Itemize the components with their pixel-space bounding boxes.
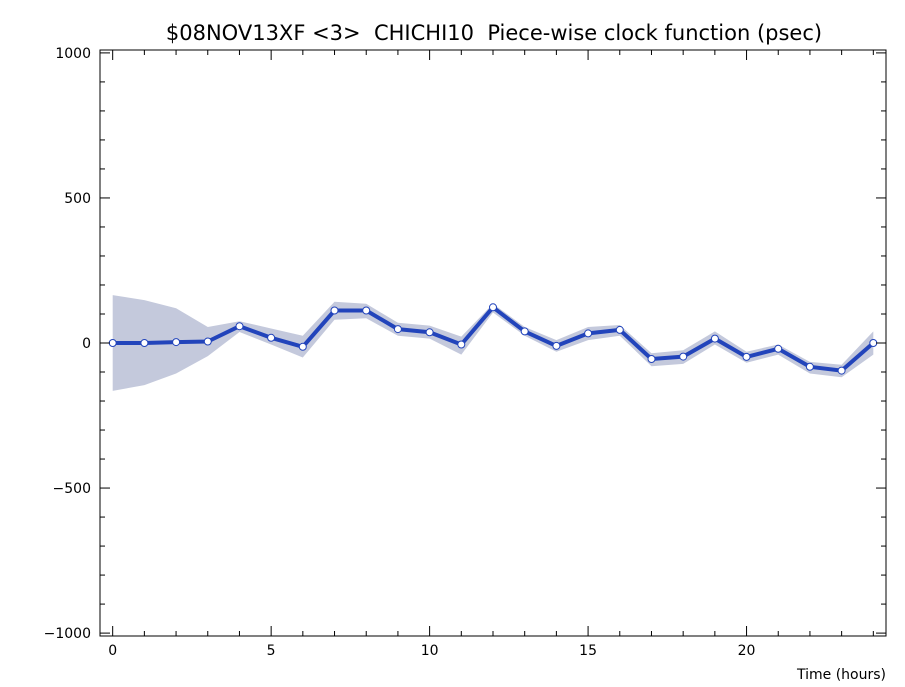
data-point xyxy=(615,325,624,334)
data-point xyxy=(172,338,181,347)
data-point xyxy=(108,339,117,347)
data-point xyxy=(584,329,593,338)
x-tick-label: 0 xyxy=(108,643,117,659)
y-tick-label: 0 xyxy=(82,336,91,352)
y-tick-label: 500 xyxy=(64,191,91,207)
data-point xyxy=(520,327,529,336)
y-tick-label: −1000 xyxy=(44,626,91,642)
data-point xyxy=(552,341,561,350)
data-point xyxy=(330,306,339,315)
data-point xyxy=(425,328,434,337)
data-point xyxy=(742,352,751,361)
data-point xyxy=(203,337,212,346)
data-point xyxy=(362,306,371,315)
x-tick-label: 20 xyxy=(738,643,756,659)
x-axis-label: Time (hours) xyxy=(796,667,886,683)
data-point xyxy=(140,339,149,347)
data-point xyxy=(805,362,814,371)
data-point xyxy=(457,340,466,349)
axis-ticks xyxy=(100,50,886,636)
data-point xyxy=(393,325,402,334)
x-tick-label: 15 xyxy=(579,643,597,659)
data-point xyxy=(489,303,497,312)
data-point xyxy=(774,344,783,353)
data-point xyxy=(679,352,688,361)
data-point-layer xyxy=(108,303,878,375)
data-point xyxy=(267,333,276,342)
x-tick-labels: 0 5 10 15 20 xyxy=(108,643,755,659)
data-point xyxy=(298,342,307,351)
data-point xyxy=(837,366,846,375)
data-point xyxy=(710,334,719,343)
data-point xyxy=(647,355,656,363)
y-tick-label: 1000 xyxy=(55,46,91,62)
data-point xyxy=(869,339,878,347)
y-tick-label: −500 xyxy=(53,481,91,497)
y-tick-labels: 1000 500 0 −500 −1000 xyxy=(44,46,91,642)
x-tick-label: 10 xyxy=(421,643,439,659)
chart-title: $08NOV13XF <3> CHICHI10 Piece-wise clock… xyxy=(166,21,822,45)
data-point xyxy=(235,322,244,331)
x-tick-label: 5 xyxy=(267,643,276,659)
